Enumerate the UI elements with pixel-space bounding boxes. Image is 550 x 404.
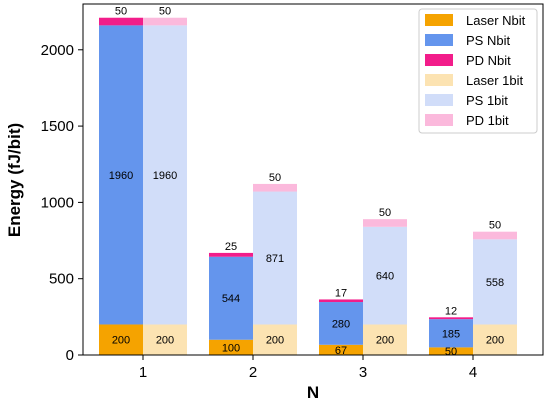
data-label-laser-nbit-2: 100 bbox=[222, 342, 240, 354]
bar-segment-laser-1bit-4 bbox=[473, 324, 517, 355]
bar-segment-laser-nbit-1 bbox=[99, 324, 143, 355]
bar-segment-laser-1bit-1 bbox=[143, 324, 187, 355]
x-axis: 1 2 3 4 bbox=[139, 355, 477, 381]
legend-swatch-pd-1bit bbox=[425, 114, 453, 126]
x-axis-title: N bbox=[307, 383, 319, 402]
legend-label-ps-nbit: PS Nbit bbox=[466, 33, 510, 48]
bar-segment-laser-1bit-2 bbox=[253, 324, 297, 355]
bar-segment-pd-nbit-3 bbox=[319, 299, 363, 303]
bar-segment-ps-1bit-4 bbox=[473, 239, 517, 325]
bar-segment-pd-1bit-3 bbox=[363, 219, 407, 227]
x-tick-label: 2 bbox=[249, 364, 257, 381]
legend-label-pd-nbit: PD Nbit bbox=[466, 53, 511, 68]
bar-segment-ps-1bit-2 bbox=[253, 191, 297, 325]
data-label-ps-1bit-4: 558 bbox=[486, 277, 504, 289]
data-label-pd-1bit-1: 50 bbox=[159, 6, 171, 18]
data-label-ps-1bit-3: 640 bbox=[376, 271, 394, 283]
bar-segment-ps-nbit-2 bbox=[209, 256, 253, 340]
y-tick-label: 500 bbox=[49, 271, 74, 288]
data-label-laser-nbit-1: 200 bbox=[112, 335, 130, 347]
data-label-ps-1bit-2: 871 bbox=[266, 253, 284, 265]
y-tick-label: 1500 bbox=[41, 118, 74, 135]
bar-segment-laser-nbit-2 bbox=[209, 339, 253, 355]
data-label-laser-nbit-4: 50 bbox=[445, 346, 457, 358]
data-label-pd-1bit-3: 50 bbox=[379, 207, 391, 219]
bar-segment-ps-nbit-4 bbox=[429, 319, 473, 348]
bar-segment-laser-1bit-3 bbox=[363, 324, 407, 355]
legend-label-ps-1bit: PS 1bit bbox=[466, 93, 508, 108]
bar-segment-pd-nbit-2 bbox=[209, 252, 253, 257]
bar-segment-ps-nbit-3 bbox=[319, 302, 363, 345]
y-tick-label: 0 bbox=[66, 347, 74, 364]
legend-swatch-ps-1bit bbox=[425, 94, 453, 106]
bar-segment-pd-nbit-4 bbox=[429, 317, 473, 320]
data-label-ps-nbit-2: 544 bbox=[222, 293, 240, 305]
legend-swatch-laser-nbit bbox=[425, 14, 453, 26]
x-tick-label: 3 bbox=[359, 364, 367, 381]
plot-frame bbox=[82, 3, 544, 356]
bar-segment-ps-1bit-3 bbox=[363, 226, 407, 325]
data-label-ps-1bit-1: 1960 bbox=[153, 170, 177, 182]
data-label-ps-nbit-4: 185 bbox=[442, 328, 460, 340]
data-label-laser-1bit-1: 200 bbox=[156, 335, 174, 347]
y-axis-title: Energy (fJ/bit) bbox=[5, 123, 24, 237]
data-label-ps-nbit-3: 280 bbox=[332, 318, 350, 330]
bar-segment-pd-nbit-1 bbox=[99, 17, 143, 26]
bar-segment-pd-1bit-1 bbox=[143, 17, 187, 26]
data-label-laser-1bit-3: 200 bbox=[376, 335, 394, 347]
legend-label-laser-nbit: Laser Nbit bbox=[466, 13, 526, 28]
bar-segment-laser-nbit-4 bbox=[429, 347, 473, 355]
data-label-pd-nbit-4: 12 bbox=[445, 305, 457, 317]
legend-label-laser-1bit: Laser 1bit bbox=[466, 73, 523, 88]
x-tick-label: 1 bbox=[139, 364, 147, 381]
data-label-pd-nbit-1: 50 bbox=[115, 6, 127, 18]
y-tick-label: 1000 bbox=[41, 194, 74, 211]
data-label-laser-nbit-3: 67 bbox=[335, 345, 347, 357]
legend-label-pd-1bit: PD 1bit bbox=[466, 113, 509, 128]
legend: Laser Nbit PS Nbit PD Nbit Laser 1bit PS 1bi… bbox=[418, 8, 538, 134]
data-label-laser-1bit-2: 200 bbox=[266, 335, 284, 347]
y-axis: 0 500 1000 1500 2000 bbox=[41, 42, 83, 364]
bar-segment-ps-1bit-1 bbox=[143, 25, 187, 325]
bars-layer bbox=[99, 17, 517, 355]
data-label-pd-nbit-2: 25 bbox=[225, 241, 237, 253]
data-label-pd-nbit-3: 17 bbox=[335, 287, 347, 299]
legend-swatch-ps-nbit bbox=[425, 34, 453, 46]
bar-segment-pd-1bit-4 bbox=[473, 231, 517, 240]
data-label-pd-1bit-4: 50 bbox=[489, 220, 501, 232]
data-label-laser-1bit-4: 200 bbox=[486, 335, 504, 347]
x-tick-label: 4 bbox=[469, 364, 477, 381]
bar-segment-pd-1bit-2 bbox=[253, 183, 297, 192]
bar-segment-ps-nbit-1 bbox=[99, 25, 143, 325]
y-tick-label: 2000 bbox=[41, 42, 74, 59]
legend-swatch-pd-nbit bbox=[425, 54, 453, 66]
legend-swatch-laser-1bit bbox=[425, 74, 453, 86]
data-label-ps-nbit-1: 1960 bbox=[109, 170, 133, 182]
data-label-pd-1bit-2: 50 bbox=[269, 172, 281, 184]
bar-segment-laser-nbit-3 bbox=[319, 344, 363, 355]
